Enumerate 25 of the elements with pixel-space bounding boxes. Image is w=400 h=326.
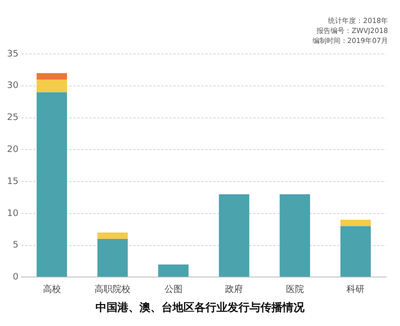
y-tick-label: 20 — [7, 145, 19, 155]
bar — [280, 194, 310, 277]
x-tick-label: 公图 — [164, 284, 182, 295]
bar — [36, 73, 68, 80]
x-tick-label: 医院 — [286, 284, 304, 295]
y-tick-label: 0 — [12, 272, 19, 283]
y-tick-label: 5 — [12, 240, 18, 251]
y-tick-label: 30 — [7, 81, 19, 92]
y-tick-label: 10 — [7, 208, 19, 219]
bar — [97, 238, 128, 277]
text: 中国港、澳、台地区各行业发行与传播情况 — [94, 300, 306, 315]
y-tick-label: 15 — [7, 176, 18, 187]
x-tick-label: 高职院校 — [94, 284, 131, 295]
x-tick-label: 科研 — [346, 284, 365, 295]
bar — [36, 92, 68, 277]
bar — [218, 194, 250, 277]
bar — [36, 80, 68, 92]
bar — [97, 232, 128, 239]
bar — [340, 226, 371, 277]
x-tick-label: 高校 — [42, 284, 61, 295]
y-tick-label: 25 — [7, 113, 18, 124]
x-tick-label: 政府 — [225, 284, 244, 295]
y-tick-label: 35 — [7, 49, 18, 60]
bar — [158, 264, 189, 277]
bar — [340, 220, 371, 226]
